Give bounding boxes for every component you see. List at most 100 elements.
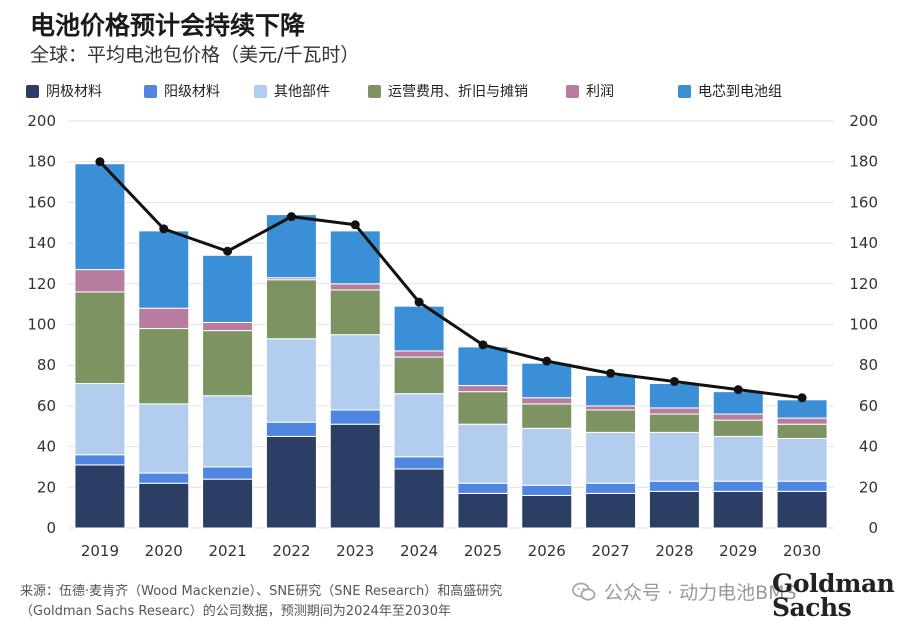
bar-segment [648, 490, 700, 529]
goldman-sachs-logo: Goldman Sachs [772, 571, 895, 622]
legend-swatch [368, 84, 381, 98]
line-point [606, 368, 616, 378]
bar-segment [329, 334, 381, 411]
x-tick-label: 2022 [272, 542, 310, 560]
bar-segment [712, 480, 764, 492]
bar-segment [648, 413, 700, 433]
x-tick-label: 2024 [400, 542, 438, 560]
bar-segment [585, 482, 637, 494]
wechat-icon [572, 582, 596, 601]
bar-segment [265, 279, 317, 340]
y-tick-label-right: 200 [849, 112, 878, 130]
bar-segment [648, 383, 700, 409]
bar-segment [202, 254, 254, 323]
source-note: 来源：伍德·麦肯齐（Wood Mackenzie）、SNE研究（SNE Rese… [20, 582, 502, 622]
y-tick-label-left: 60 [37, 397, 56, 415]
legend-item: 其他部件 [254, 81, 368, 101]
y-tick-label-left: 100 [27, 316, 56, 334]
line-point [733, 385, 743, 395]
bar-segment [648, 480, 700, 492]
y-tick-label-right: 100 [849, 316, 878, 334]
bar-segment [521, 403, 573, 429]
bar-segment [648, 431, 700, 482]
bar-segment [138, 472, 190, 484]
bar-segment [521, 427, 573, 486]
bar-segment [712, 413, 764, 421]
bar-segment [393, 456, 445, 470]
legend-swatch [26, 84, 39, 98]
total-price-line [98, 160, 803, 400]
bar-segment [521, 362, 573, 399]
line-point [350, 220, 360, 230]
bar-segment [457, 346, 509, 387]
legend-item: 电芯到电池组 [678, 81, 828, 101]
bar-segment [776, 399, 828, 419]
bar-segment [521, 484, 573, 496]
line-point [414, 297, 424, 307]
bar-segment [393, 356, 445, 395]
bar-segment [138, 403, 190, 474]
bar-segment [74, 383, 126, 456]
y-tick-label-right: 160 [849, 193, 878, 211]
bar-segment [202, 395, 254, 468]
bar-segment [265, 421, 317, 437]
legend-item: 运营费用、折旧与摊销 [368, 81, 566, 101]
watermark-text: 公众号 · 动力电池BMS [604, 582, 797, 604]
y-tick-label-right: 180 [849, 153, 878, 171]
bar-segment [457, 423, 509, 484]
bar-segment [393, 393, 445, 458]
bar-segment [138, 307, 190, 330]
legend-label: 电芯到电池组 [698, 84, 782, 100]
bar-segment [712, 490, 764, 529]
line-point [478, 340, 488, 350]
x-tick-label: 2023 [336, 542, 374, 560]
chart-title: 电池价格预计会持续下降 [30, 11, 306, 40]
bar-segment [457, 391, 509, 425]
x-tick-label: 2019 [81, 542, 119, 560]
y-tick-label-left: 20 [37, 478, 56, 496]
bar-segment [712, 435, 764, 482]
bar-segment [329, 423, 381, 529]
line-point [223, 246, 233, 256]
bar-segment [202, 321, 254, 332]
y-tick-label-left: 160 [27, 193, 56, 211]
bar-segment [457, 482, 509, 494]
bar-segment [776, 417, 828, 425]
bar-segment [457, 385, 509, 393]
y-tick-label-right: 20 [859, 478, 878, 496]
bar-segment [585, 405, 637, 411]
legend-item: 利润 [566, 81, 678, 101]
bar-segment [585, 374, 637, 407]
bar-segment [393, 468, 445, 529]
y-tick-label-right: 40 [859, 438, 878, 456]
bar-segment [521, 397, 573, 405]
legend-swatch [254, 84, 267, 98]
bar-segment [585, 431, 637, 484]
bar-segment [521, 494, 573, 529]
y-tick-label-left: 0 [46, 519, 56, 537]
bar-segment [776, 490, 828, 529]
y-tick-label-right: 60 [859, 397, 878, 415]
bar-segment [202, 466, 254, 480]
chart-subtitle: 全球：平均电池包价格（美元/千瓦时） [30, 44, 360, 66]
y-tick-label-left: 200 [27, 112, 56, 130]
logo-line-2: Sachs [772, 593, 852, 622]
y-tick-label-right: 80 [859, 356, 878, 374]
bar-segment [265, 435, 317, 529]
x-tick-label: 2029 [719, 542, 757, 560]
bar-segment [329, 230, 381, 285]
line-point [542, 356, 552, 366]
bar-segment [202, 330, 254, 397]
bar-segment [265, 338, 317, 423]
y-tick-label-right: 120 [849, 275, 878, 293]
x-tick-label: 2025 [464, 542, 502, 560]
bar-segment [138, 482, 190, 529]
y-tick-label-left: 120 [27, 275, 56, 293]
bar-segment [329, 409, 381, 425]
bar-segment [776, 437, 828, 482]
bar-segment [138, 328, 190, 405]
bar-segment [329, 283, 381, 291]
x-tick-label: 2026 [528, 542, 566, 560]
line-point [286, 212, 296, 222]
